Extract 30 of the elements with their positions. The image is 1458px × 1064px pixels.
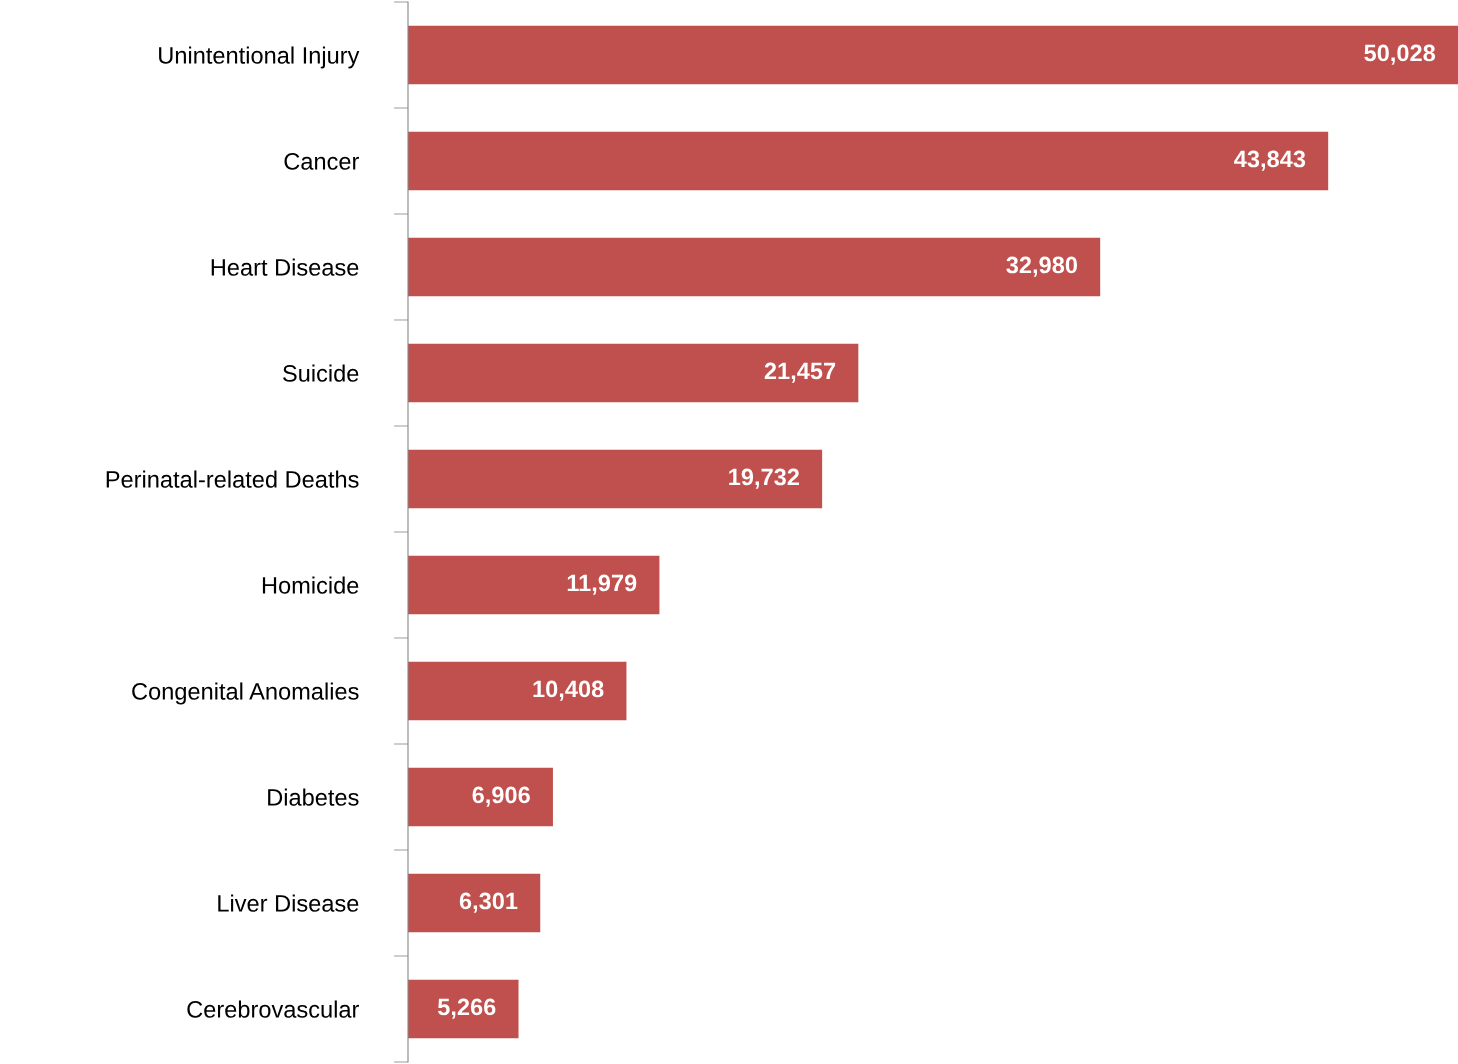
y-tick-label: Perinatal-related Deaths bbox=[106, 470, 359, 488]
data-label: 50,028 bbox=[1364, 44, 1436, 65]
data-label: 21,457 bbox=[764, 362, 836, 383]
bar bbox=[408, 661, 627, 721]
y-tick-label: Homicide bbox=[262, 576, 359, 594]
data-label: 43,843 bbox=[1234, 150, 1306, 171]
y-tick-label: Unintentional Injury bbox=[159, 46, 360, 69]
bar bbox=[408, 237, 1101, 297]
y-tick-label: Diabetes bbox=[268, 788, 359, 806]
bar bbox=[408, 873, 541, 933]
y-tick-label: Congenital Anomalies bbox=[132, 682, 359, 705]
bar bbox=[408, 979, 519, 1039]
data-label: 6,906 bbox=[472, 786, 530, 807]
data-label: 11,979 bbox=[567, 574, 637, 595]
data-label: 32,980 bbox=[1006, 256, 1078, 277]
data-label: 5,266 bbox=[437, 998, 496, 1019]
y-tick-label: Heart Disease bbox=[211, 258, 359, 276]
bar bbox=[408, 449, 823, 509]
data-label: 19,732 bbox=[729, 468, 799, 489]
y-tick-label: Liver Disease bbox=[218, 894, 359, 912]
bar bbox=[408, 767, 553, 827]
data-label: 6,301 bbox=[459, 892, 518, 913]
bar bbox=[408, 555, 660, 615]
y-tick-label: Cerebrovascular bbox=[187, 1000, 360, 1018]
bar bbox=[408, 25, 1458, 85]
data-label: 10,408 bbox=[533, 680, 604, 701]
y-tick-label: Suicide bbox=[283, 364, 359, 382]
y-tick-label: Cancer bbox=[284, 153, 359, 170]
bar bbox=[408, 343, 859, 403]
bar bbox=[408, 131, 1329, 191]
